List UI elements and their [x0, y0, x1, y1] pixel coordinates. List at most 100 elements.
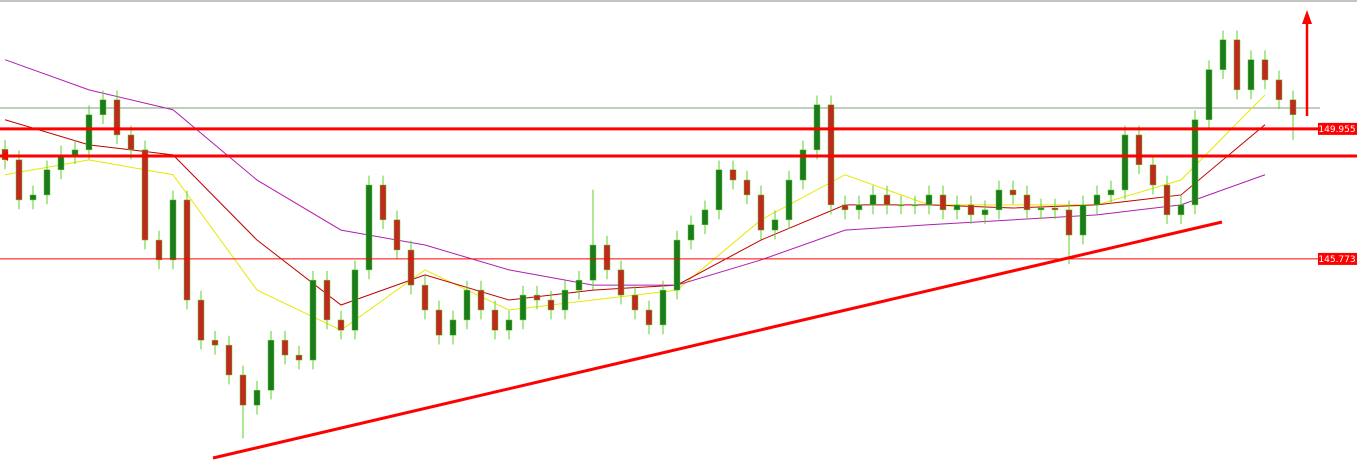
candle	[281, 330, 289, 365]
candle	[1289, 90, 1297, 140]
candle	[85, 105, 93, 160]
candle-body	[15, 159, 23, 201]
candle-body	[99, 99, 107, 115]
candle	[141, 140, 149, 250]
candle-body	[575, 279, 583, 291]
candle-body	[981, 209, 989, 216]
candle	[911, 195, 919, 215]
candle	[379, 175, 387, 230]
candle-body	[533, 294, 541, 301]
candle-body	[841, 204, 849, 211]
candle	[309, 270, 317, 370]
candle	[1121, 125, 1129, 200]
candle-body	[1093, 194, 1101, 206]
candle	[1275, 70, 1283, 110]
candle-body	[211, 339, 219, 346]
candle	[799, 140, 807, 190]
candle-body	[323, 279, 331, 321]
candle-body	[1121, 134, 1129, 191]
line-marker	[0, 151, 8, 161]
candle	[351, 260, 359, 340]
candle	[771, 210, 779, 240]
candle-body	[1191, 119, 1199, 206]
candle-body	[337, 319, 345, 331]
candle-body	[1163, 184, 1171, 216]
price-label-box	[1318, 252, 1357, 265]
candle-body	[1009, 189, 1017, 196]
candle	[533, 285, 541, 310]
candle	[1261, 50, 1269, 90]
candle	[1135, 125, 1143, 175]
candle	[1191, 110, 1199, 215]
candle	[505, 310, 513, 340]
candle	[813, 95, 821, 160]
candle	[785, 170, 793, 230]
moving-average-line	[4, 59, 1266, 286]
candle-body	[589, 244, 597, 281]
candle-body	[547, 299, 555, 311]
candle	[1247, 50, 1255, 100]
candle	[449, 310, 457, 345]
candle	[393, 210, 401, 260]
trend-line	[212, 220, 1223, 460]
candle-body	[687, 224, 695, 241]
candle	[43, 160, 51, 205]
candle-body	[561, 289, 569, 311]
candle	[169, 190, 177, 270]
candle	[869, 185, 877, 215]
candle	[127, 125, 135, 160]
candle-body	[1247, 59, 1255, 91]
candle	[687, 215, 695, 250]
candle	[99, 90, 107, 125]
candle-body	[701, 209, 709, 226]
candle-body	[183, 199, 191, 301]
candle-body	[729, 169, 737, 181]
candle-body	[911, 204, 919, 207]
candle	[953, 195, 961, 220]
candle-body	[603, 244, 611, 271]
candle-body	[169, 199, 177, 261]
candle-body	[869, 194, 877, 206]
candle-body	[1261, 59, 1269, 81]
candle-body	[1149, 164, 1157, 186]
candle-body	[491, 309, 499, 331]
candle	[729, 160, 737, 190]
candle	[183, 190, 191, 310]
candle-body	[1107, 189, 1115, 196]
candle-body	[113, 99, 121, 136]
candle-body	[771, 219, 779, 231]
candle	[323, 270, 331, 330]
candle	[463, 280, 471, 330]
candle-body	[1051, 207, 1059, 211]
candle	[757, 185, 765, 240]
candle	[967, 195, 975, 225]
candle-body	[435, 309, 443, 336]
candle	[1177, 195, 1185, 225]
candle-body	[1177, 204, 1185, 216]
candle-body	[995, 189, 1003, 211]
candle-body	[1065, 209, 1073, 236]
candle-body	[71, 149, 79, 156]
candle	[29, 185, 37, 210]
candle	[645, 300, 653, 335]
candle-body	[281, 339, 289, 356]
candle	[1163, 175, 1171, 225]
candle	[743, 170, 751, 205]
candle	[1037, 198, 1045, 220]
candle	[421, 275, 429, 320]
candle	[547, 290, 555, 320]
candle-body	[421, 284, 429, 311]
candle-body	[477, 289, 485, 311]
candle	[491, 300, 499, 340]
candle	[883, 185, 891, 215]
candle-body	[365, 184, 373, 271]
candle	[211, 330, 219, 355]
candle-body	[939, 194, 947, 211]
candle	[659, 280, 667, 335]
candle	[1051, 198, 1059, 220]
candle-body	[1079, 204, 1087, 236]
candle-body	[505, 319, 513, 331]
candle	[715, 160, 723, 220]
candle	[71, 140, 79, 165]
candle	[855, 195, 863, 220]
